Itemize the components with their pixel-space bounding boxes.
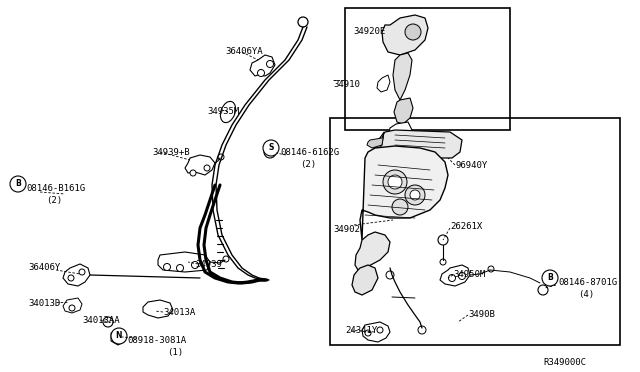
Circle shape xyxy=(69,305,75,311)
Text: (2): (2) xyxy=(46,196,62,205)
Circle shape xyxy=(386,271,394,279)
Text: 34013D: 34013D xyxy=(28,299,60,308)
Text: 34013AA: 34013AA xyxy=(82,316,120,325)
Circle shape xyxy=(440,259,446,265)
Text: 08146-B161G: 08146-B161G xyxy=(26,184,85,193)
Text: (2): (2) xyxy=(300,160,316,169)
Circle shape xyxy=(377,327,383,333)
Text: 36406Y: 36406Y xyxy=(28,263,60,272)
Circle shape xyxy=(405,24,421,40)
Polygon shape xyxy=(355,232,390,270)
Text: B: B xyxy=(547,273,553,282)
Polygon shape xyxy=(158,252,210,272)
Polygon shape xyxy=(367,132,384,148)
Circle shape xyxy=(488,266,494,272)
Circle shape xyxy=(103,317,113,327)
Circle shape xyxy=(111,328,127,344)
Circle shape xyxy=(116,333,124,341)
Circle shape xyxy=(223,256,229,262)
Circle shape xyxy=(365,330,371,336)
Circle shape xyxy=(190,170,196,176)
Circle shape xyxy=(449,275,456,282)
Circle shape xyxy=(266,61,273,67)
Circle shape xyxy=(257,70,264,77)
Text: 34902: 34902 xyxy=(333,225,360,234)
Polygon shape xyxy=(362,322,390,342)
Polygon shape xyxy=(378,130,462,158)
Bar xyxy=(330,118,620,345)
Text: (4): (4) xyxy=(578,290,594,299)
Ellipse shape xyxy=(220,102,236,123)
Text: B: B xyxy=(15,180,21,189)
Circle shape xyxy=(79,269,85,275)
Text: 34910: 34910 xyxy=(333,80,360,89)
Text: 24341Y: 24341Y xyxy=(345,326,377,335)
Text: 34935M: 34935M xyxy=(207,107,239,116)
Circle shape xyxy=(264,146,276,158)
Polygon shape xyxy=(377,75,390,92)
Circle shape xyxy=(418,326,426,334)
Polygon shape xyxy=(63,264,90,286)
Text: 34920E: 34920E xyxy=(353,27,385,36)
Polygon shape xyxy=(352,265,378,295)
Circle shape xyxy=(538,285,548,295)
Polygon shape xyxy=(143,300,173,318)
Circle shape xyxy=(204,165,210,171)
Polygon shape xyxy=(375,132,384,150)
Circle shape xyxy=(405,185,425,205)
Circle shape xyxy=(438,235,448,245)
Polygon shape xyxy=(250,55,275,76)
Text: R349000C: R349000C xyxy=(543,358,586,367)
Circle shape xyxy=(383,170,407,194)
Circle shape xyxy=(392,199,408,215)
Polygon shape xyxy=(440,265,470,286)
Circle shape xyxy=(191,262,198,269)
Text: 34939: 34939 xyxy=(195,260,222,269)
Polygon shape xyxy=(185,155,215,175)
Circle shape xyxy=(10,176,26,192)
Text: (1): (1) xyxy=(167,348,183,357)
Circle shape xyxy=(177,264,184,272)
Polygon shape xyxy=(111,329,125,345)
Bar xyxy=(345,8,510,130)
Polygon shape xyxy=(360,146,448,240)
Circle shape xyxy=(68,275,74,281)
Circle shape xyxy=(298,17,308,27)
Text: 08918-3081A: 08918-3081A xyxy=(127,336,186,345)
Text: 08146-6162G: 08146-6162G xyxy=(280,148,339,157)
Polygon shape xyxy=(388,122,412,152)
Circle shape xyxy=(163,263,170,270)
Circle shape xyxy=(542,270,558,286)
Circle shape xyxy=(398,136,406,144)
Text: 96940Y: 96940Y xyxy=(455,161,487,170)
Text: 34939+B: 34939+B xyxy=(152,148,189,157)
Text: 3490B: 3490B xyxy=(468,310,495,319)
Polygon shape xyxy=(382,15,428,55)
Polygon shape xyxy=(394,98,413,124)
Circle shape xyxy=(458,273,465,279)
Polygon shape xyxy=(393,53,412,100)
Text: 34950M: 34950M xyxy=(453,270,485,279)
Text: 26261X: 26261X xyxy=(450,222,483,231)
Text: 36406YA: 36406YA xyxy=(225,47,262,56)
Circle shape xyxy=(263,140,279,156)
Text: N: N xyxy=(116,331,122,340)
Text: 34013A: 34013A xyxy=(163,308,195,317)
Text: S: S xyxy=(268,144,274,153)
Text: 08146-8701G: 08146-8701G xyxy=(558,278,617,287)
Circle shape xyxy=(218,154,224,160)
Circle shape xyxy=(388,175,402,189)
Polygon shape xyxy=(63,298,82,313)
Circle shape xyxy=(410,190,420,200)
